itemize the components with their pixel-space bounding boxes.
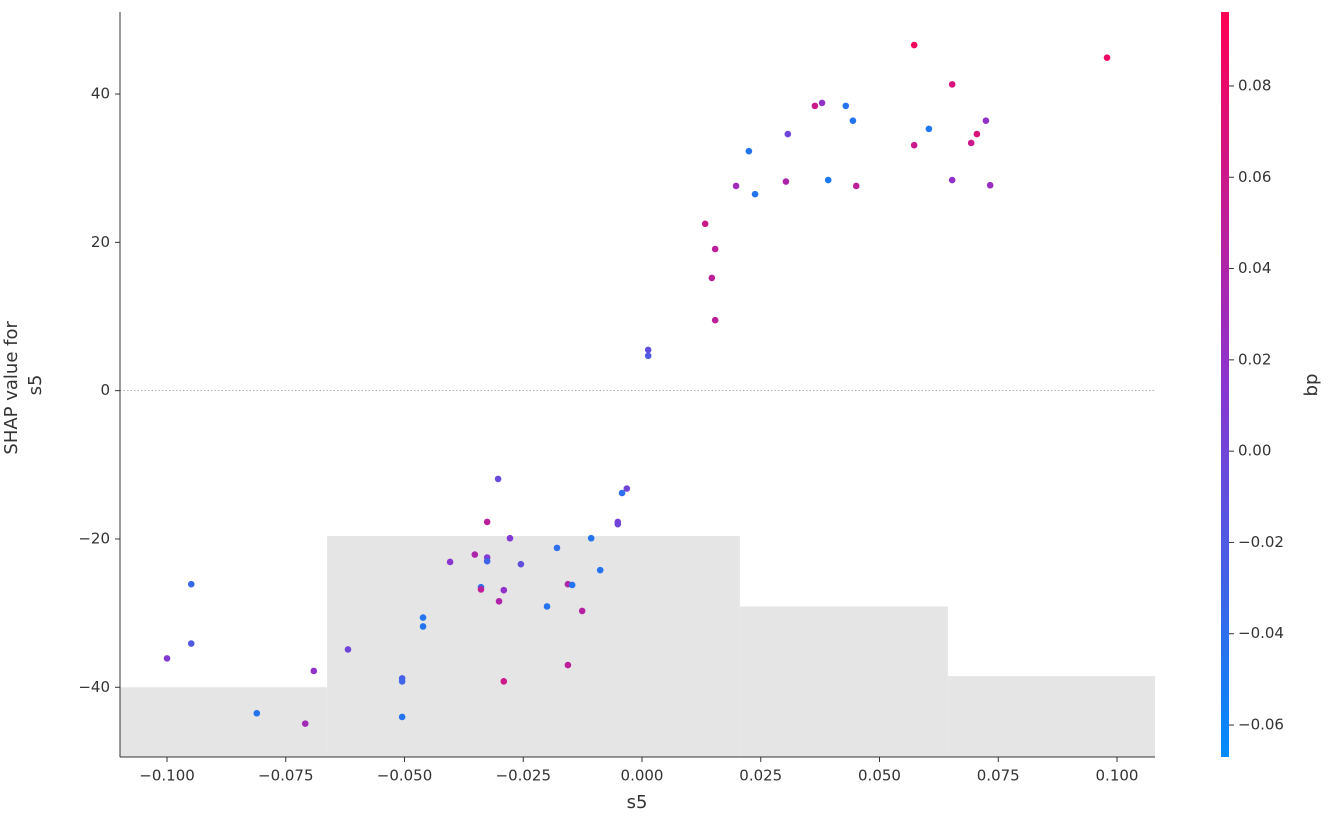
point bbox=[506, 534, 514, 542]
x-tick-label: −0.100 bbox=[139, 767, 195, 785]
colorbar-tick-label: 0.02 bbox=[1238, 350, 1271, 368]
point bbox=[471, 551, 479, 558]
histogram-bar bbox=[120, 687, 328, 757]
point bbox=[948, 176, 956, 184]
point bbox=[708, 274, 716, 282]
point bbox=[477, 586, 485, 593]
point bbox=[644, 346, 652, 354]
point bbox=[948, 81, 956, 88]
point bbox=[163, 655, 171, 662]
point bbox=[253, 709, 261, 717]
histogram-bar bbox=[327, 536, 740, 757]
point bbox=[483, 518, 491, 526]
x-tick-label: −0.050 bbox=[377, 767, 433, 785]
colorbar-tick-label: −0.02 bbox=[1238, 533, 1284, 551]
histogram-bar bbox=[739, 606, 948, 757]
point bbox=[187, 580, 195, 588]
point bbox=[398, 678, 406, 685]
point bbox=[982, 117, 990, 125]
point bbox=[495, 597, 503, 605]
point bbox=[310, 667, 318, 675]
point bbox=[623, 485, 631, 492]
colorbar-tick-label: 0.00 bbox=[1238, 442, 1271, 460]
point bbox=[925, 125, 933, 133]
y-tick-label: 40 bbox=[91, 85, 110, 103]
point bbox=[419, 614, 427, 621]
y-axis-label-line: s5 bbox=[25, 375, 46, 396]
x-tick-label: −0.025 bbox=[496, 767, 552, 785]
point bbox=[824, 176, 832, 184]
point bbox=[852, 182, 860, 190]
point bbox=[614, 520, 622, 528]
point bbox=[517, 560, 525, 568]
point bbox=[910, 41, 918, 49]
y-tick-label: −20 bbox=[78, 529, 110, 547]
point bbox=[818, 99, 826, 107]
point bbox=[986, 181, 994, 189]
point bbox=[596, 566, 604, 574]
colorbar-tick-label: 0.06 bbox=[1238, 168, 1271, 186]
x-axis-label: s5 bbox=[627, 792, 648, 813]
colorbar-tick-label: 0.08 bbox=[1238, 76, 1271, 94]
y-tick-label: 20 bbox=[91, 233, 110, 251]
point bbox=[553, 544, 561, 552]
point bbox=[732, 182, 740, 190]
point bbox=[446, 558, 454, 566]
point bbox=[568, 581, 576, 589]
point bbox=[782, 178, 790, 185]
colorbar-tick-label: −0.06 bbox=[1238, 716, 1284, 734]
point bbox=[784, 130, 792, 138]
point bbox=[419, 623, 427, 630]
point bbox=[973, 130, 981, 138]
point bbox=[398, 713, 406, 721]
y-tick-label: −40 bbox=[78, 678, 110, 696]
point bbox=[711, 316, 719, 324]
point bbox=[967, 139, 975, 147]
point bbox=[711, 245, 719, 253]
point bbox=[644, 352, 652, 360]
x-tick-label: 0.025 bbox=[739, 767, 782, 785]
y-axis-label-line: SHAP value for bbox=[1, 321, 22, 455]
point bbox=[811, 102, 819, 110]
point bbox=[564, 661, 572, 669]
x-tick-label: −0.075 bbox=[258, 767, 314, 785]
point bbox=[1103, 54, 1111, 61]
point bbox=[745, 147, 753, 155]
point bbox=[751, 190, 759, 198]
point bbox=[618, 489, 626, 497]
histogram-bar bbox=[947, 676, 1155, 757]
point bbox=[494, 475, 502, 483]
point bbox=[701, 220, 709, 228]
point bbox=[842, 102, 850, 110]
point bbox=[578, 607, 586, 615]
y-tick-label: 0 bbox=[100, 381, 110, 399]
colorbar-label: bp bbox=[1301, 374, 1322, 397]
colorbar-tick-label: 0.04 bbox=[1238, 259, 1271, 277]
x-tick-label: 0.100 bbox=[1096, 767, 1139, 785]
x-tick-label: 0.000 bbox=[621, 767, 664, 785]
y-axis-label: SHAP value for s5 bbox=[1, 315, 46, 454]
point bbox=[344, 646, 352, 653]
colorbar-tick-label: −0.04 bbox=[1238, 624, 1284, 642]
point bbox=[187, 640, 195, 647]
x-tick-label: 0.050 bbox=[858, 767, 901, 785]
point bbox=[910, 141, 918, 149]
point bbox=[500, 678, 508, 685]
colorbar bbox=[1221, 12, 1229, 757]
point bbox=[500, 586, 508, 594]
point bbox=[301, 720, 309, 727]
point bbox=[849, 117, 857, 125]
point bbox=[587, 534, 595, 542]
point bbox=[483, 557, 491, 565]
point bbox=[543, 603, 551, 610]
x-tick-label: 0.075 bbox=[977, 767, 1020, 785]
